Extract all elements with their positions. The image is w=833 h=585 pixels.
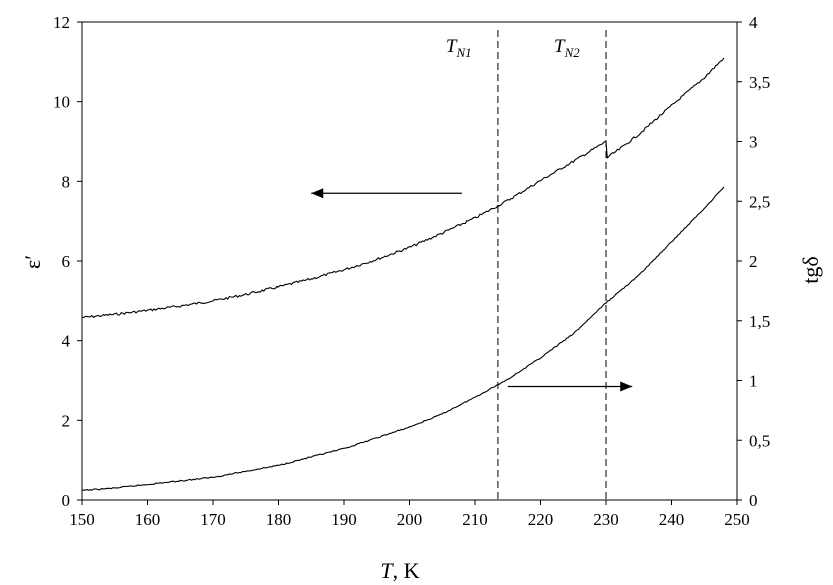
axis-arrows — [311, 188, 633, 392]
y-right-tick-label: 2 — [749, 252, 758, 271]
y-right-tick-label: 1,5 — [749, 312, 770, 331]
plot-frame — [81, 21, 738, 501]
y-right-tick-label: 1 — [749, 372, 758, 391]
y-right-tick-label: 2,5 — [749, 192, 770, 211]
y-right-tick-label: 3 — [749, 133, 758, 152]
y-left-tick-label: 12 — [53, 13, 70, 32]
y-left-tick-label: 4 — [62, 332, 71, 351]
y-right-tick-label: 0,5 — [749, 431, 770, 450]
y-left-tick-label: 6 — [62, 252, 71, 271]
plot-border — [81, 21, 738, 501]
y-right-tick-label: 4 — [749, 13, 758, 32]
y-right-tick-label: 3,5 — [749, 73, 770, 92]
y-left-tick-label: 8 — [62, 172, 71, 191]
x-tick-label: 170 — [200, 510, 226, 529]
transition-label: TN1 — [446, 36, 472, 60]
x-axis: 150 160 170 180 190 200 210 220 230 240 250 — [69, 500, 750, 529]
transition-lines: TN1 TN2 — [446, 30, 607, 500]
x-axis-title-unit: , K — [393, 558, 420, 583]
arrow-head — [311, 188, 324, 199]
x-tick-label: 210 — [462, 510, 488, 529]
x-tick-label: 220 — [528, 510, 554, 529]
x-axis-title-var: T — [380, 558, 394, 583]
y-left-tick-label: 0 — [62, 491, 71, 510]
x-tick-label: 190 — [331, 510, 357, 529]
x-axis-title: T, K — [380, 558, 419, 583]
y-left-tick-label: 10 — [53, 93, 70, 112]
x-tick-label: 150 — [69, 510, 95, 529]
y-left-tick-label: 2 — [62, 411, 71, 430]
x-tick-label: 230 — [593, 510, 619, 529]
x-tick-label: 180 — [266, 510, 292, 529]
transition-label: TN2 — [554, 36, 580, 60]
series-lines — [81, 57, 725, 491]
y-axis-right-title: tgδ — [798, 256, 823, 283]
y-axis-left-title: ε′ — [20, 255, 45, 269]
arrow-head — [620, 381, 633, 392]
series-permittivity — [82, 57, 725, 319]
y-axis-left: 0 2 4 6 8 10 12 — [53, 13, 82, 510]
x-tick-label: 240 — [659, 510, 685, 529]
series-loss-tangent — [81, 186, 725, 491]
x-tick-label: 250 — [724, 510, 750, 529]
y-right-tick-label: 0 — [749, 491, 758, 510]
x-tick-label: 200 — [397, 510, 423, 529]
y-axis-right: 0 0,5 1 1,5 2 2,5 3 3,5 4 — [737, 13, 770, 510]
x-tick-label: 160 — [135, 510, 161, 529]
